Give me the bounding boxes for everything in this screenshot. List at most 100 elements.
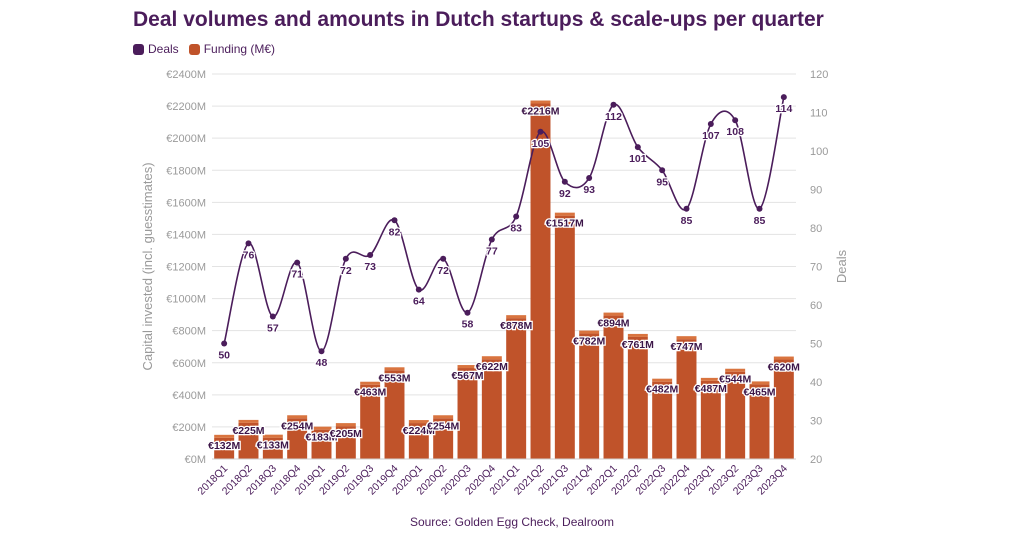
- deals-data-label: 101: [629, 153, 647, 165]
- deals-point: [732, 117, 739, 124]
- y-left-tick-label: €1400M: [166, 229, 206, 241]
- funding-bar: [700, 380, 721, 459]
- funding-bar-cap: [749, 381, 770, 385]
- deals-point: [245, 240, 252, 247]
- y-left-tick-label: €1800M: [166, 165, 206, 177]
- deals-data-label: 114: [775, 103, 792, 115]
- funding-bar: [481, 359, 502, 459]
- deals-point: [586, 174, 593, 181]
- funding-bar-cap: [433, 415, 454, 419]
- legend-swatch-deals: [133, 43, 144, 55]
- funding-data-label: €878M: [500, 320, 532, 332]
- funding-data-label: €132M: [208, 440, 240, 452]
- legend-item-deals[interactable]: Deals: [133, 42, 179, 56]
- y-right-tick-label: 70: [810, 262, 822, 274]
- funding-bar: [408, 423, 429, 459]
- deals-point: [221, 340, 228, 347]
- legend-item-funding[interactable]: Funding (M€): [188, 42, 276, 56]
- deals-point: [318, 348, 325, 355]
- funding-bar: [238, 422, 259, 459]
- y-left-tick-label: €400M: [172, 390, 206, 402]
- funding-bar: [433, 418, 454, 459]
- deals-data-label: 58: [462, 319, 474, 331]
- funding-data-label: €254M: [427, 420, 459, 432]
- funding-data-label: €487M: [695, 383, 727, 395]
- y-right-tick-label: 60: [810, 300, 822, 312]
- deals-point: [683, 205, 690, 212]
- funding-bar: [676, 339, 697, 459]
- y-left-tick-label: €1600M: [166, 197, 206, 209]
- funding-bar-cap: [262, 434, 283, 438]
- funding-data-label: €553M: [378, 372, 410, 384]
- deals-data-label: 93: [583, 184, 595, 196]
- funding-bar-cap: [214, 434, 235, 438]
- funding-bar-cap: [627, 333, 648, 337]
- y-right-tick-label: 80: [810, 223, 822, 235]
- funding-data-label: €544M: [719, 374, 751, 386]
- funding-bar: [360, 384, 381, 459]
- funding-data-label: €183M: [305, 432, 337, 444]
- funding-data-label: €224M: [403, 425, 435, 437]
- funding-bar: [530, 103, 551, 460]
- deals-point: [634, 144, 641, 151]
- funding-bar-cap: [238, 419, 259, 423]
- deals-data-label: 71: [291, 269, 303, 281]
- deals-data-label: 95: [656, 176, 668, 188]
- funding-bar: [627, 336, 648, 459]
- deals-point: [659, 167, 666, 174]
- deals-point: [440, 255, 447, 262]
- deals-data-label: 85: [681, 215, 693, 227]
- funding-bar: [262, 437, 283, 459]
- funding-bar: [554, 215, 575, 459]
- funding-bar-cap: [287, 415, 308, 419]
- legend-label-funding: Funding (M€): [203, 42, 276, 56]
- funding-bar-cap: [700, 377, 721, 381]
- funding-data-label: €133M: [257, 440, 289, 452]
- funding-data-label: €894M: [597, 318, 629, 330]
- y-left-tick-label: €1000M: [166, 294, 206, 306]
- source-note: Source: Golden Egg Check, Dealroom: [409, 515, 615, 529]
- deals-point: [756, 205, 763, 212]
- funding-bar-cap: [311, 426, 332, 430]
- funding-bar-cap: [579, 330, 600, 334]
- deals-data-label: 83: [510, 222, 522, 234]
- funding-data-label: €205M: [330, 428, 362, 440]
- funding-data-label: €782M: [573, 336, 605, 348]
- deals-data-label: 85: [754, 215, 766, 227]
- y-right-tick-label: 20: [810, 454, 822, 466]
- deals-point: [391, 217, 398, 224]
- deals-point: [610, 101, 617, 108]
- funding-bar: [749, 384, 770, 459]
- funding-data-label: €567M: [451, 370, 483, 382]
- legend-swatch-funding: [188, 43, 200, 55]
- y-right-axis-title: Deals: [834, 249, 849, 283]
- funding-bar: [725, 371, 746, 459]
- y-right-tick-label: 30: [810, 416, 822, 428]
- funding-bar-cap: [481, 356, 502, 360]
- deals-point: [561, 178, 568, 185]
- funding-bar: [773, 359, 794, 459]
- funding-bar-cap: [360, 381, 381, 385]
- deals-data-label: 105: [532, 138, 550, 150]
- y-left-tick-label: €1200M: [166, 262, 206, 274]
- legend-label-deals: Deals: [148, 42, 179, 56]
- funding-bar: [603, 315, 624, 459]
- y-left-axis-title: Capital invested (incl. guesstimates): [140, 162, 155, 370]
- funding-data-label: €620M: [768, 362, 800, 374]
- deals-point: [780, 94, 787, 101]
- deals-data-label: 72: [340, 265, 352, 277]
- funding-data-label: €761M: [622, 339, 654, 351]
- funding-bar-cap: [603, 312, 624, 316]
- deals-data-label: 107: [702, 130, 720, 142]
- deals-data-label: 77: [486, 246, 498, 258]
- funding-bar-cap: [506, 315, 527, 319]
- funding-bar-cap: [554, 212, 575, 216]
- deals-data-label: 50: [218, 350, 230, 362]
- funding-bar-cap: [530, 100, 551, 104]
- deals-point: [367, 251, 374, 258]
- deals-point: [707, 121, 714, 128]
- y-left-tick-label: €200M: [172, 422, 206, 434]
- funding-data-label: €254M: [281, 420, 313, 432]
- y-right-tick-label: 110: [810, 108, 828, 120]
